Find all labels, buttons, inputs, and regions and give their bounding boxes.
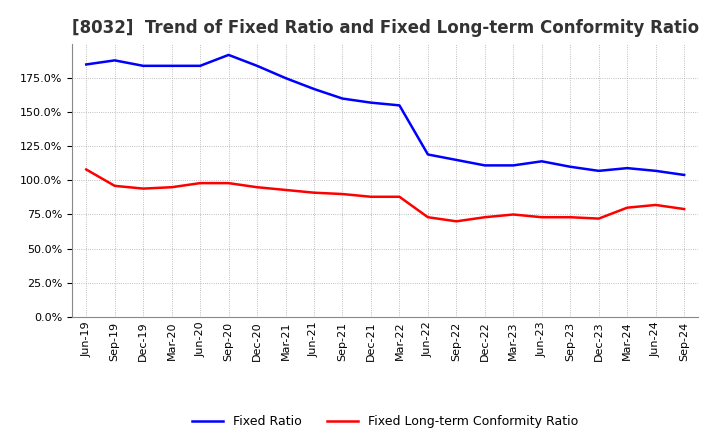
Fixed Ratio [196,63,204,69]
Fixed Long-term Conformity Ratio [139,186,148,191]
Fixed Long-term Conformity Ratio [395,194,404,199]
Fixed Long-term Conformity Ratio [480,215,489,220]
Fixed Ratio [623,165,631,171]
Fixed Long-term Conformity Ratio [537,215,546,220]
Fixed Ratio [566,164,575,169]
Fixed Ratio [225,52,233,58]
Fixed Ratio [680,172,688,178]
Fixed Long-term Conformity Ratio [366,194,375,199]
Fixed Ratio [253,63,261,69]
Fixed Long-term Conformity Ratio [338,191,347,197]
Fixed Long-term Conformity Ratio [509,212,518,217]
Fixed Ratio [509,163,518,168]
Fixed Ratio [423,152,432,157]
Fixed Long-term Conformity Ratio [310,190,318,195]
Legend: Fixed Ratio, Fixed Long-term Conformity Ratio: Fixed Ratio, Fixed Long-term Conformity … [187,411,583,433]
Fixed Ratio [139,63,148,69]
Fixed Long-term Conformity Ratio [423,215,432,220]
Fixed Ratio [452,157,461,162]
Fixed Long-term Conformity Ratio [253,185,261,190]
Fixed Long-term Conformity Ratio [566,215,575,220]
Line: Fixed Long-term Conformity Ratio: Fixed Long-term Conformity Ratio [86,169,684,221]
Fixed Long-term Conformity Ratio [595,216,603,221]
Fixed Ratio [310,86,318,92]
Fixed Long-term Conformity Ratio [282,187,290,193]
Fixed Long-term Conformity Ratio [167,185,176,190]
Fixed Long-term Conformity Ratio [623,205,631,210]
Fixed Long-term Conformity Ratio [110,183,119,188]
Fixed Long-term Conformity Ratio [680,206,688,212]
Fixed Long-term Conformity Ratio [652,202,660,208]
Fixed Long-term Conformity Ratio [225,180,233,186]
Fixed Ratio [110,58,119,63]
Fixed Ratio [595,168,603,173]
Fixed Long-term Conformity Ratio [452,219,461,224]
Fixed Ratio [366,100,375,105]
Fixed Ratio [338,96,347,101]
Fixed Ratio [537,159,546,164]
Fixed Long-term Conformity Ratio [82,167,91,172]
Fixed Ratio [82,62,91,67]
Fixed Ratio [282,76,290,81]
Fixed Ratio [480,163,489,168]
Fixed Ratio [167,63,176,69]
Line: Fixed Ratio: Fixed Ratio [86,55,684,175]
Fixed Long-term Conformity Ratio [196,180,204,186]
Fixed Ratio [652,168,660,173]
Fixed Ratio [395,103,404,108]
Title: [8032]  Trend of Fixed Ratio and Fixed Long-term Conformity Ratio: [8032] Trend of Fixed Ratio and Fixed Lo… [71,19,699,37]
